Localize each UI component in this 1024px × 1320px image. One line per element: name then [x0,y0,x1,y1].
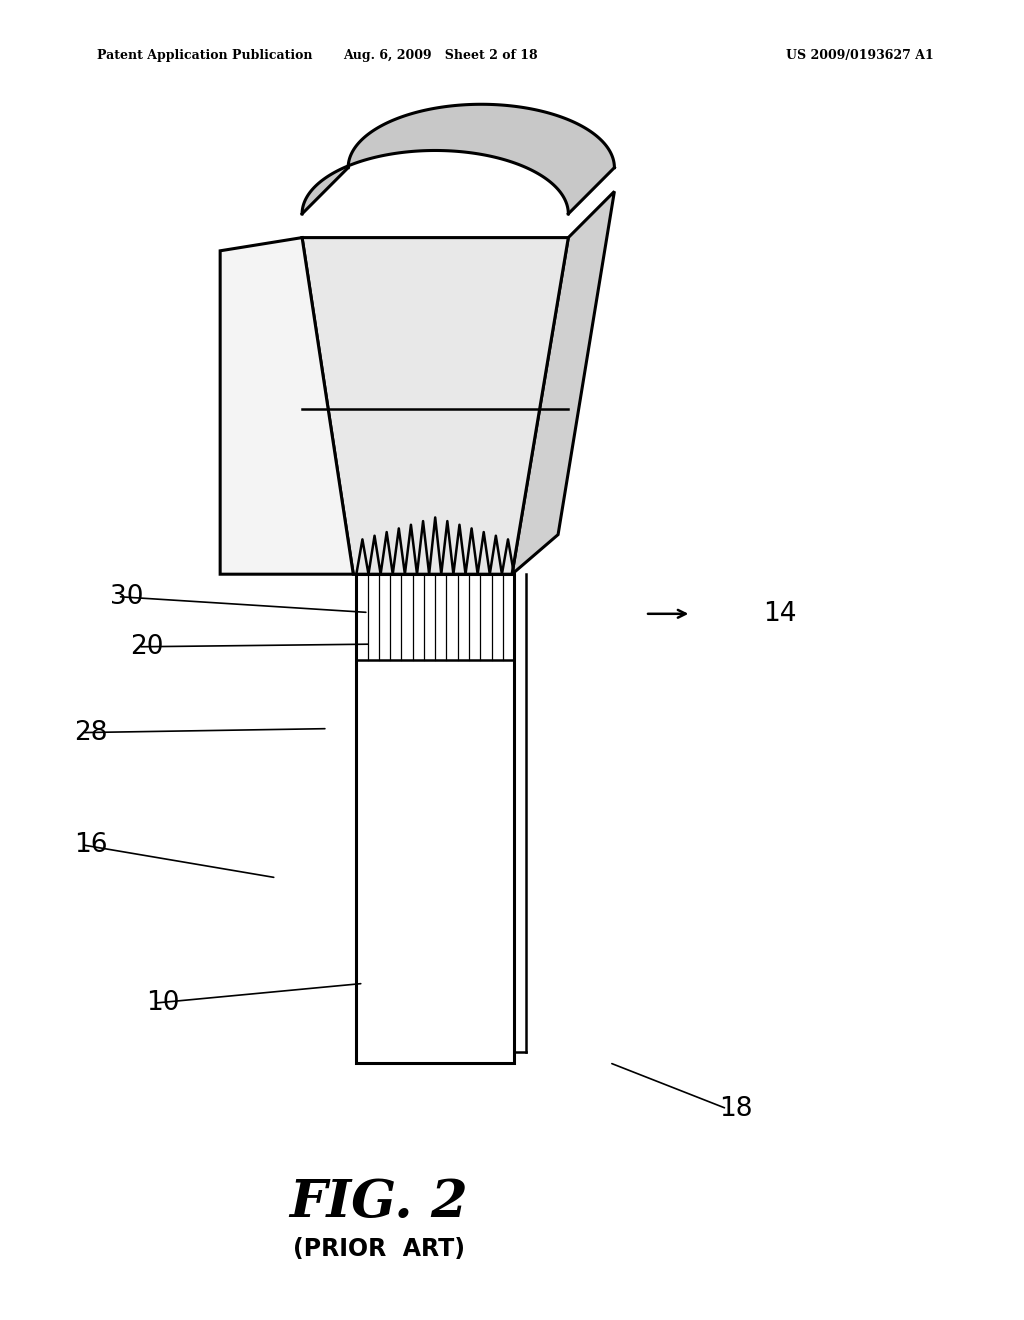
Polygon shape [512,191,614,574]
Text: 14: 14 [763,601,797,627]
Text: 28: 28 [74,719,108,746]
Polygon shape [356,574,514,1063]
Text: 20: 20 [130,634,164,660]
Text: FIG. 2: FIG. 2 [290,1177,468,1229]
Text: Patent Application Publication: Patent Application Publication [97,49,312,62]
Text: (PRIOR  ART): (PRIOR ART) [293,1237,465,1261]
Text: 30: 30 [110,583,143,610]
Text: Aug. 6, 2009   Sheet 2 of 18: Aug. 6, 2009 Sheet 2 of 18 [343,49,538,62]
Text: 18: 18 [719,1096,753,1122]
Polygon shape [220,238,353,574]
Text: US 2009/0193627 A1: US 2009/0193627 A1 [786,49,934,62]
Polygon shape [302,104,614,214]
Text: 10: 10 [145,990,179,1016]
Polygon shape [302,238,568,574]
Text: 16: 16 [74,832,108,858]
